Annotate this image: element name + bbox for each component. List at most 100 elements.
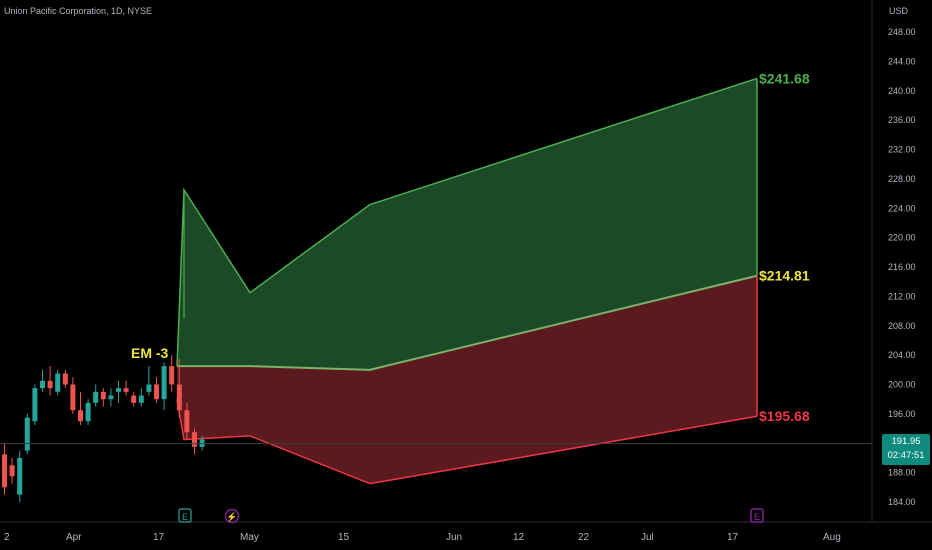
candle-body	[184, 410, 190, 433]
candle	[161, 362, 167, 411]
candle-body	[100, 391, 106, 400]
candle	[123, 380, 129, 396]
price-tick-label: 184.00	[888, 497, 916, 507]
candle	[93, 384, 99, 407]
candle	[9, 457, 15, 484]
upper-band-line	[176, 77, 758, 367]
lower-band-area	[177, 275, 757, 484]
candle	[70, 377, 76, 414]
middle-band-label: $214.81	[759, 268, 810, 284]
candle-body	[169, 366, 175, 385]
dividend-marker[interactable]: ⚡	[224, 508, 240, 524]
candle-body	[93, 391, 99, 403]
price-tick-label: 228.00	[888, 174, 916, 184]
candle-body	[32, 388, 38, 422]
candle	[138, 388, 144, 407]
candle	[78, 391, 83, 425]
candle-body	[116, 388, 121, 392]
time-tick-label: 2	[4, 532, 10, 543]
price-tick-label: 212.00	[888, 291, 916, 301]
candle-body	[176, 384, 182, 411]
time-tick-label: Apr	[66, 532, 82, 543]
candle	[108, 388, 114, 407]
candle-body	[138, 395, 144, 403]
middle-band-line	[177, 274, 758, 371]
candle-body	[40, 380, 45, 389]
candle-body	[192, 432, 197, 447]
price-tick-label: 224.00	[888, 203, 916, 213]
em-label: EM -3	[131, 345, 169, 361]
candle	[17, 450, 23, 502]
price-tick-label: 240.00	[888, 86, 916, 96]
marker-letter: E	[754, 512, 760, 522]
candle-body	[154, 384, 159, 400]
time-tick-label: 17	[727, 532, 739, 543]
earnings-marker[interactable]: E	[178, 508, 192, 523]
marker-letter: E	[182, 512, 188, 522]
time-tick-label: 22	[578, 532, 590, 543]
candle-body	[9, 465, 15, 477]
price-tick-label: 216.00	[888, 262, 916, 272]
expected-move-bands	[176, 77, 758, 485]
price-tick-label: 232.00	[888, 145, 916, 155]
candle-body	[146, 384, 152, 392]
price-tick-label: 200.00	[888, 380, 916, 390]
price-tick-label: 208.00	[888, 321, 916, 331]
candle-body	[17, 457, 23, 495]
candle	[131, 391, 137, 407]
candle	[176, 358, 182, 418]
candle	[100, 388, 106, 407]
candle	[146, 366, 152, 396]
candle	[184, 402, 190, 440]
candle-body	[161, 366, 167, 400]
time-tick-label: 15	[338, 532, 350, 543]
marker-frame	[224, 508, 240, 524]
price-tick-label: 204.00	[888, 350, 916, 360]
earnings-marker[interactable]: E	[750, 508, 764, 523]
candle	[85, 399, 91, 425]
candle	[55, 369, 61, 396]
event-markers[interactable]: E ⚡ E	[178, 508, 764, 524]
candle	[40, 369, 45, 392]
marker-frame	[178, 508, 192, 523]
candle	[47, 366, 53, 396]
price-tick-label: 236.00	[888, 115, 916, 125]
candle	[24, 413, 30, 455]
candle-body	[78, 410, 83, 422]
candle-body	[47, 380, 53, 389]
upper-band-area	[177, 78, 757, 370]
upper-band-label: $241.68	[759, 70, 810, 86]
candle-body	[55, 373, 61, 392]
price-tick-label: 244.00	[888, 56, 916, 66]
candle	[62, 369, 68, 389]
time-tick-label: Jul	[641, 532, 654, 543]
candle-body	[62, 373, 68, 385]
lower-band-line	[176, 399, 758, 485]
candle-body	[2, 454, 7, 488]
price-tick-label: 188.00	[888, 468, 916, 478]
time-axis[interactable]: 2 Apr 17 May 15 Jun 12 22 Jul 17 Aug	[4, 532, 841, 543]
time-tick-label: May	[240, 532, 259, 543]
bar-countdown: 02:47:51	[887, 450, 925, 461]
current-price-value: 191.95	[891, 436, 921, 447]
marker-frame	[750, 508, 764, 523]
price-tick-label: 220.00	[888, 233, 916, 243]
time-tick-label: 12	[513, 532, 525, 543]
time-tick-label: Jun	[446, 532, 462, 543]
candle-body	[85, 402, 91, 422]
lower-band-label: $195.68	[759, 408, 810, 424]
candle	[116, 380, 121, 403]
candle	[169, 355, 175, 392]
candle	[32, 384, 38, 425]
time-tick-label: Aug	[823, 532, 841, 543]
candle-body	[131, 395, 137, 403]
current-price-tag: 191.95 02:47:51	[882, 434, 930, 465]
price-axis[interactable]: 248.00 244.00 240.00 236.00 232.00 228.00 224.…	[888, 27, 916, 507]
candle-body	[108, 395, 114, 400]
price-tick-label: 196.00	[888, 409, 916, 419]
price-tick-label: 248.00	[888, 27, 916, 37]
candle	[192, 428, 197, 455]
candle	[154, 377, 159, 403]
candle-body	[70, 384, 76, 411]
